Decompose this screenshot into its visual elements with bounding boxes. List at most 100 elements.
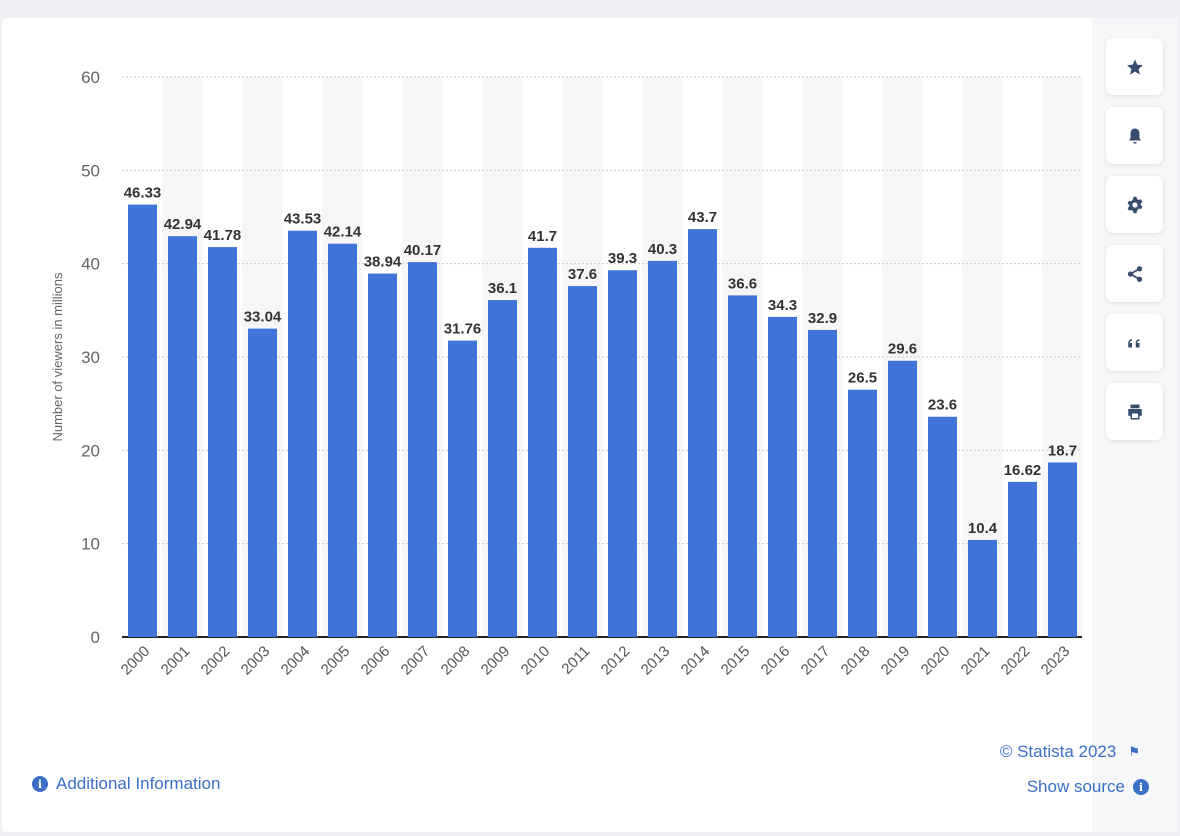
x-tick-label: 2008	[438, 643, 474, 679]
bell-icon	[1128, 128, 1141, 143]
data-label: 40.17	[404, 242, 442, 259]
favorite-button[interactable]	[1106, 38, 1163, 95]
data-label: 46.33	[124, 185, 162, 202]
y-tick-label: 0	[91, 628, 100, 647]
x-tick-label: 2003	[238, 643, 274, 679]
y-tick-label: 60	[81, 68, 100, 87]
data-label: 36.6	[728, 275, 757, 292]
bar-2006[interactable]	[368, 273, 397, 637]
bar-2008[interactable]	[448, 340, 477, 637]
x-tick-label: 2019	[878, 643, 914, 679]
x-tick-label: 2013	[638, 643, 674, 679]
y-tick-label: 10	[81, 535, 100, 554]
bar-2004[interactable]	[288, 230, 317, 637]
additional-information-label: Additional Information	[56, 774, 221, 793]
x-tick-label: 2009	[478, 643, 514, 679]
data-label: 42.14	[324, 224, 362, 241]
bar-2017[interactable]	[808, 329, 837, 637]
x-tick-label: 2023	[1038, 643, 1074, 679]
data-label: 26.5	[848, 370, 877, 387]
data-label: 16.62	[1004, 462, 1042, 479]
bar-2012[interactable]	[608, 270, 637, 637]
y-tick-label: 20	[81, 441, 100, 460]
show-source-label: Show source	[1026, 777, 1125, 796]
x-tick-label: 2000	[118, 643, 154, 679]
cite-button[interactable]	[1106, 314, 1163, 371]
notification-button[interactable]	[1106, 107, 1163, 164]
x-tick-label: 2017	[798, 643, 834, 679]
quote-icon	[1127, 338, 1139, 347]
data-label: 42.94	[164, 216, 202, 233]
print-button[interactable]	[1106, 383, 1163, 440]
flag-icon: ⚑	[1128, 744, 1140, 759]
y-tick-label: 40	[81, 255, 100, 274]
data-label: 37.6	[568, 266, 597, 283]
bar-2005[interactable]	[328, 243, 357, 637]
data-label: 29.6	[888, 341, 917, 358]
bar-2016[interactable]	[768, 316, 797, 637]
additional-information-link[interactable]: i Additional Information	[32, 774, 220, 794]
x-tick-label: 2014	[678, 643, 714, 679]
bar-2023[interactable]	[1048, 462, 1077, 637]
bar-2013[interactable]	[648, 260, 677, 637]
y-tick-label: 50	[81, 161, 100, 180]
settings-button[interactable]	[1106, 176, 1163, 233]
bar-2021[interactable]	[968, 539, 997, 637]
data-label: 32.9	[808, 310, 837, 327]
share-icon	[1127, 265, 1142, 282]
data-label: 36.1	[488, 280, 517, 297]
x-tick-label: 2004	[278, 643, 314, 679]
x-tick-label: 2001	[158, 643, 194, 679]
bar-2019[interactable]	[888, 360, 917, 637]
share-button[interactable]	[1106, 245, 1163, 302]
bar-2003[interactable]	[248, 328, 277, 637]
y-axis-title: Number of viewers in millions	[50, 272, 65, 442]
bar-2007[interactable]	[408, 262, 437, 637]
data-label: 39.3	[608, 250, 637, 267]
data-label: 34.3	[768, 297, 797, 314]
info-icon: i	[1133, 779, 1149, 795]
bar-2011[interactable]	[568, 286, 597, 637]
data-label: 41.78	[204, 227, 242, 244]
info-icon: i	[32, 776, 48, 792]
x-tick-label: 2005	[318, 643, 354, 679]
bar-2020[interactable]	[928, 416, 957, 637]
x-tick-label: 2021	[958, 643, 994, 679]
data-label: 43.7	[688, 209, 717, 226]
x-tick-label: 2018	[838, 643, 874, 679]
bar-2010[interactable]	[528, 247, 557, 638]
star-icon	[1126, 59, 1143, 74]
x-tick-label: 2010	[518, 643, 554, 679]
x-tick-label: 2012	[598, 643, 634, 679]
y-tick-label: 30	[81, 348, 100, 367]
print-icon	[1127, 404, 1142, 419]
data-label: 43.53	[284, 211, 322, 228]
bar-2018[interactable]	[848, 389, 877, 637]
data-label: 40.3	[648, 241, 677, 258]
data-label: 18.7	[1048, 442, 1077, 459]
x-tick-label: 2007	[398, 643, 434, 679]
x-tick-label: 2002	[198, 643, 234, 679]
x-tick-label: 2020	[918, 643, 954, 679]
data-label: 10.4	[968, 520, 998, 537]
bar-2000[interactable]	[128, 204, 157, 637]
data-label: 31.76	[444, 321, 482, 338]
x-tick-label: 2011	[558, 643, 593, 678]
bar-2001[interactable]	[168, 236, 197, 637]
bar-2022[interactable]	[1008, 481, 1037, 637]
x-tick-label: 2015	[718, 643, 754, 679]
x-tick-label: 2016	[758, 643, 794, 679]
show-source-link[interactable]: Show source i	[1027, 777, 1149, 797]
x-tick-label: 2006	[358, 643, 394, 679]
bar-2014[interactable]	[688, 229, 717, 637]
data-label: 33.04	[244, 309, 282, 326]
data-label: 23.6	[928, 397, 957, 414]
data-label: 41.7	[528, 228, 557, 245]
copyright-label: © Statista 2023	[999, 742, 1117, 761]
bar-2015[interactable]	[728, 295, 757, 637]
bar-2002[interactable]	[208, 247, 237, 637]
data-label: 38.94	[364, 254, 402, 271]
statista-copyright-link[interactable]: © Statista 2023 ⚑	[1000, 742, 1140, 762]
bar-2009[interactable]	[488, 300, 517, 637]
